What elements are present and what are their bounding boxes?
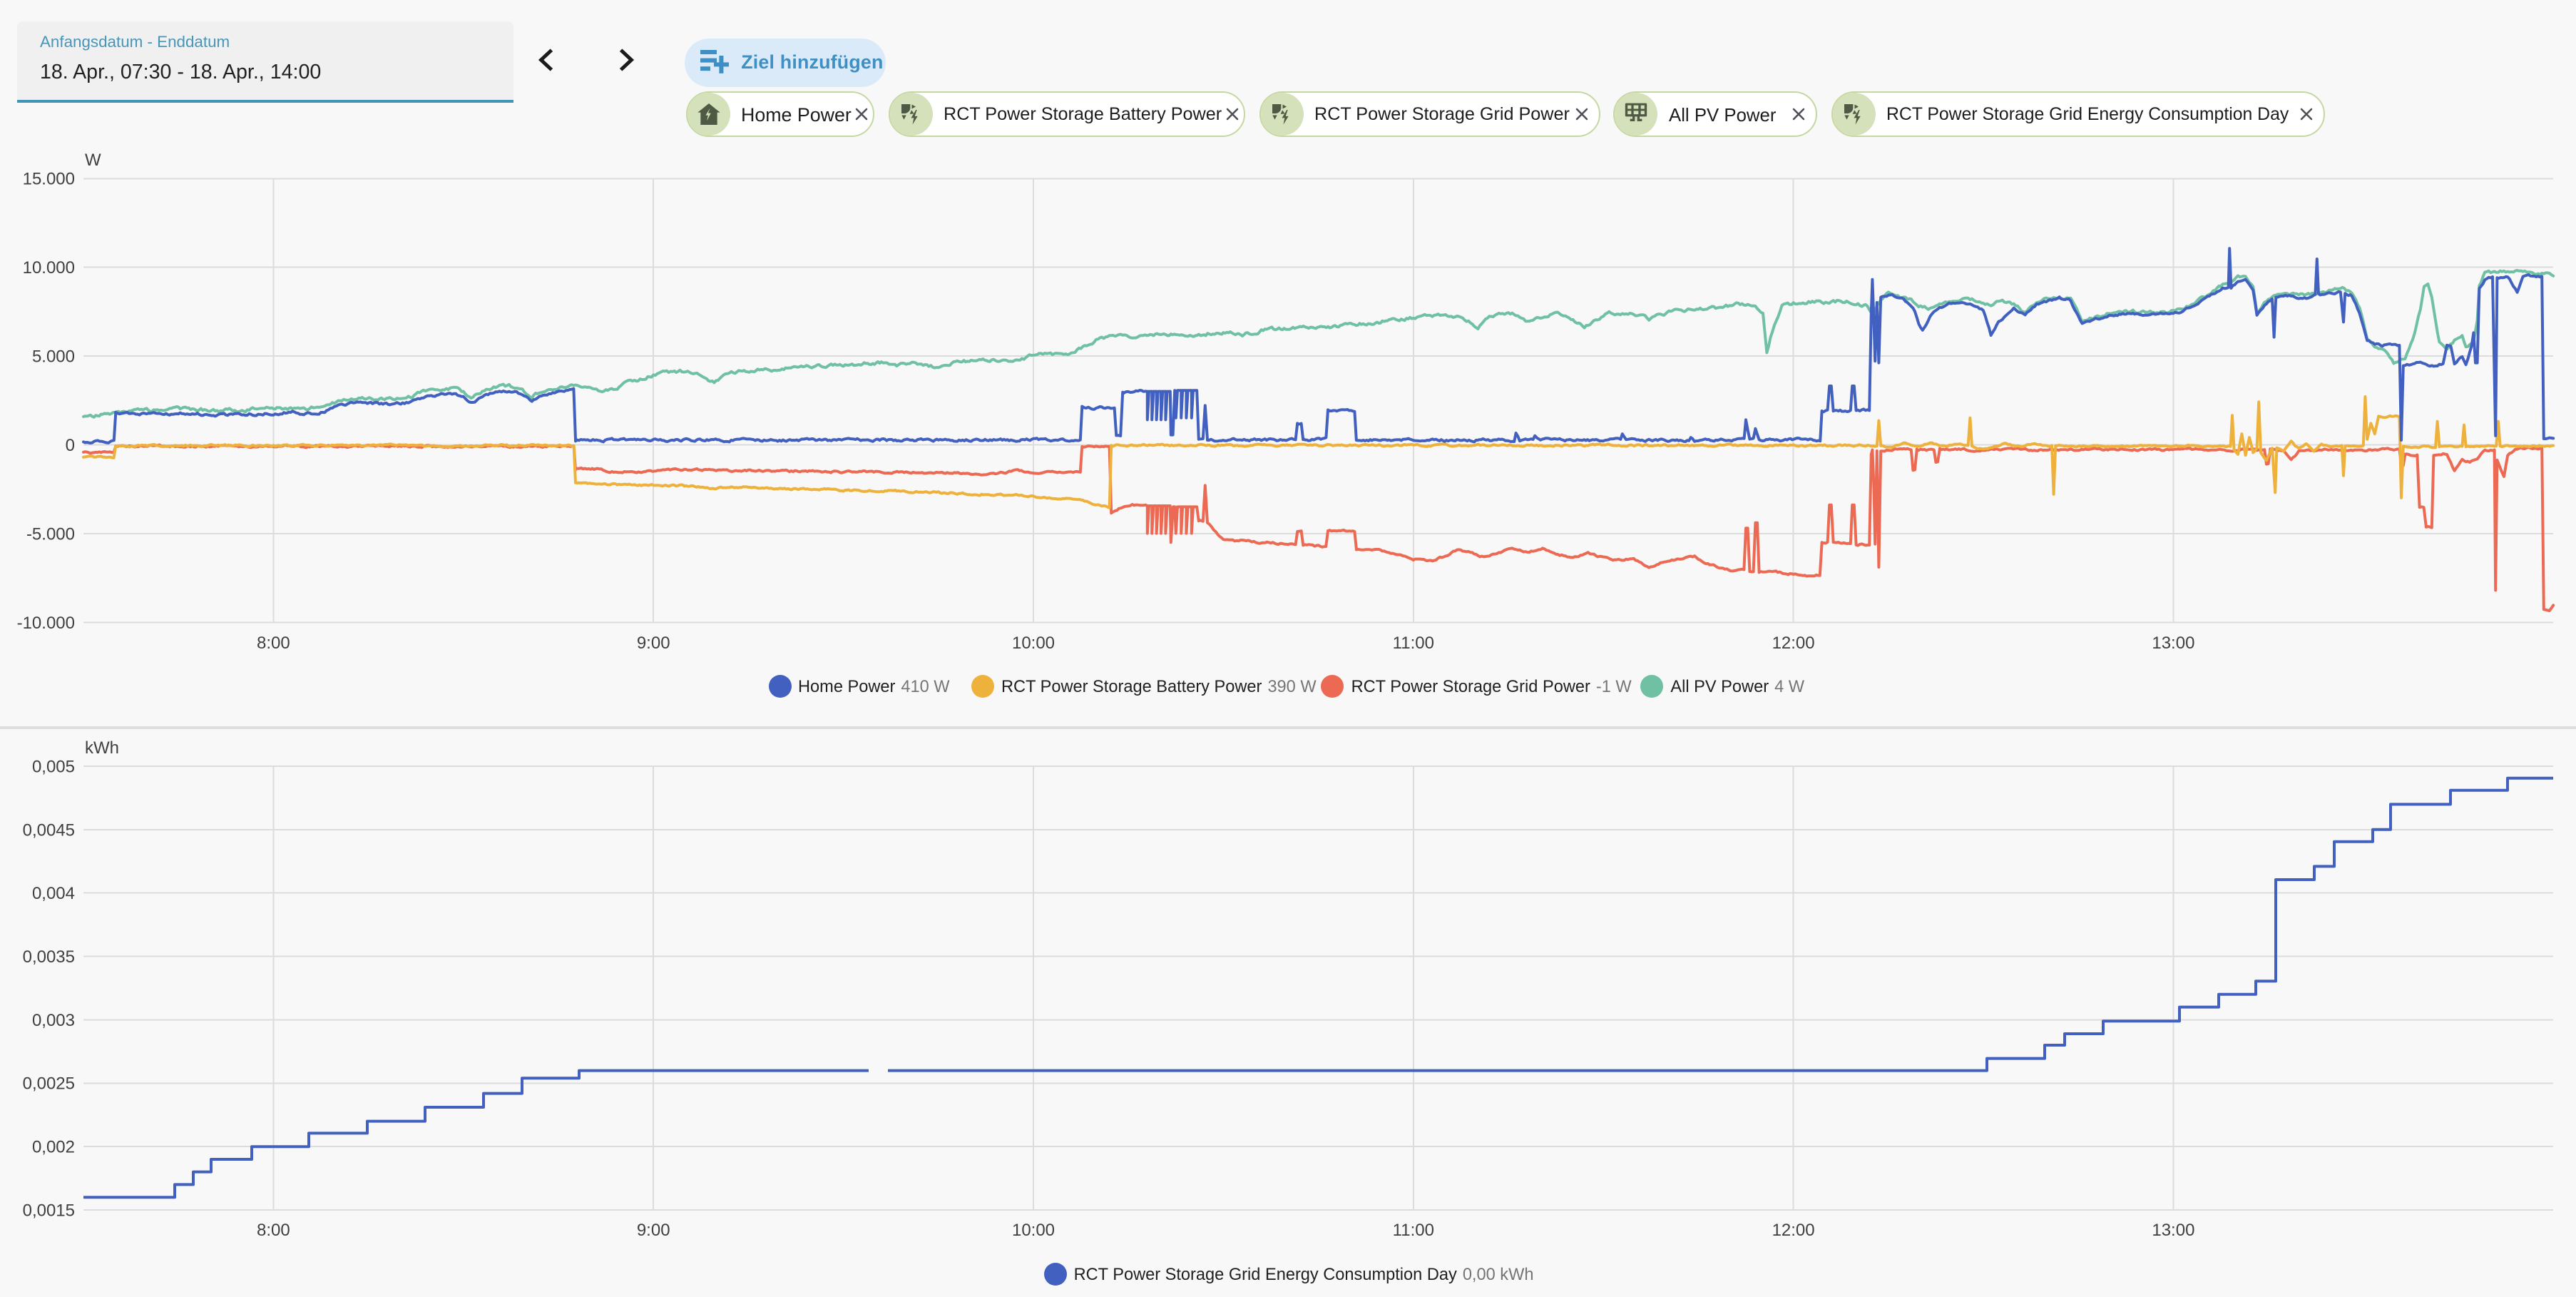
- svg-text:9:00: 9:00: [637, 634, 670, 653]
- svg-text:9:00: 9:00: [637, 1221, 670, 1240]
- svg-text:0,0015: 0,0015: [23, 1201, 75, 1220]
- svg-text:0,004: 0,004: [32, 884, 75, 903]
- svg-text:15.000: 15.000: [23, 170, 75, 189]
- svg-text:5.000: 5.000: [32, 347, 75, 367]
- svg-text:0,0035: 0,0035: [23, 947, 75, 967]
- svg-text:13:00: 13:00: [2152, 634, 2194, 653]
- svg-text:11:00: 11:00: [1393, 634, 1434, 653]
- svg-text:-5.000: -5.000: [26, 524, 75, 544]
- svg-text:11:00: 11:00: [1393, 1221, 1434, 1240]
- svg-text:-10.000: -10.000: [17, 614, 75, 633]
- svg-text:0,003: 0,003: [32, 1011, 75, 1030]
- svg-text:8:00: 8:00: [257, 634, 290, 653]
- svg-text:12:00: 12:00: [1772, 634, 1815, 653]
- svg-text:10.000: 10.000: [23, 258, 75, 278]
- svg-text:W: W: [85, 151, 101, 170]
- svg-text:kWh: kWh: [85, 738, 119, 758]
- svg-text:8:00: 8:00: [257, 1221, 290, 1240]
- svg-text:0,002: 0,002: [32, 1138, 75, 1157]
- svg-text:0: 0: [66, 436, 75, 455]
- svg-text:10:00: 10:00: [1012, 1221, 1055, 1240]
- svg-text:13:00: 13:00: [2152, 1221, 2194, 1240]
- svg-text:0,005: 0,005: [32, 757, 75, 776]
- svg-text:12:00: 12:00: [1772, 1221, 1815, 1240]
- svg-text:0,0045: 0,0045: [23, 820, 75, 840]
- svg-text:10:00: 10:00: [1012, 634, 1055, 653]
- svg-text:0,0025: 0,0025: [23, 1074, 75, 1094]
